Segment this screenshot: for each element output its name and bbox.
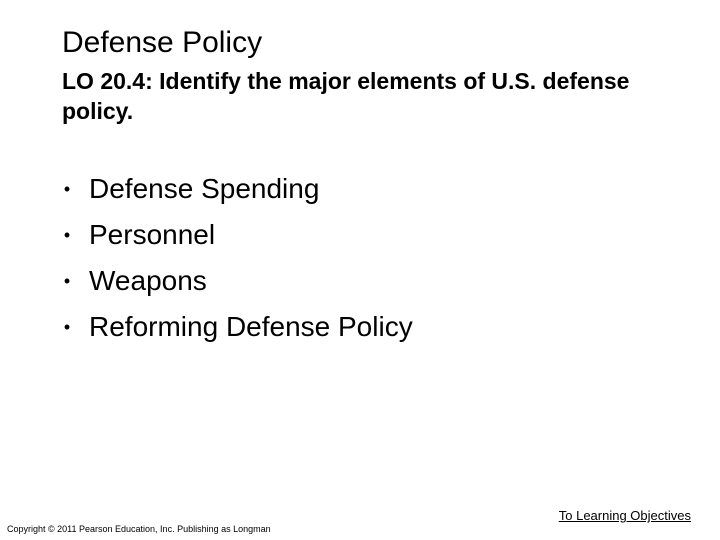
slide-title: Defense Policy [62, 26, 263, 59]
bullet-icon: • [63, 271, 71, 291]
to-learning-objectives-link[interactable]: To Learning Objectives [558, 508, 691, 523]
copyright-notice: Copyright © 2011 Pearson Education, Inc.… [7, 524, 271, 534]
bullet-icon: • [63, 317, 71, 337]
bullet-text: Weapons [89, 265, 207, 296]
learning-objective-subtitle: LO 20.4: Identify the major elements of … [62, 68, 630, 124]
bullet-icon: • [63, 225, 71, 245]
bullet-text: Reforming Defense Policy [89, 311, 413, 342]
bullet-icon: • [63, 179, 71, 199]
bullet-text: Personnel [89, 219, 216, 250]
bullet-text: Defense Spending [89, 173, 320, 204]
